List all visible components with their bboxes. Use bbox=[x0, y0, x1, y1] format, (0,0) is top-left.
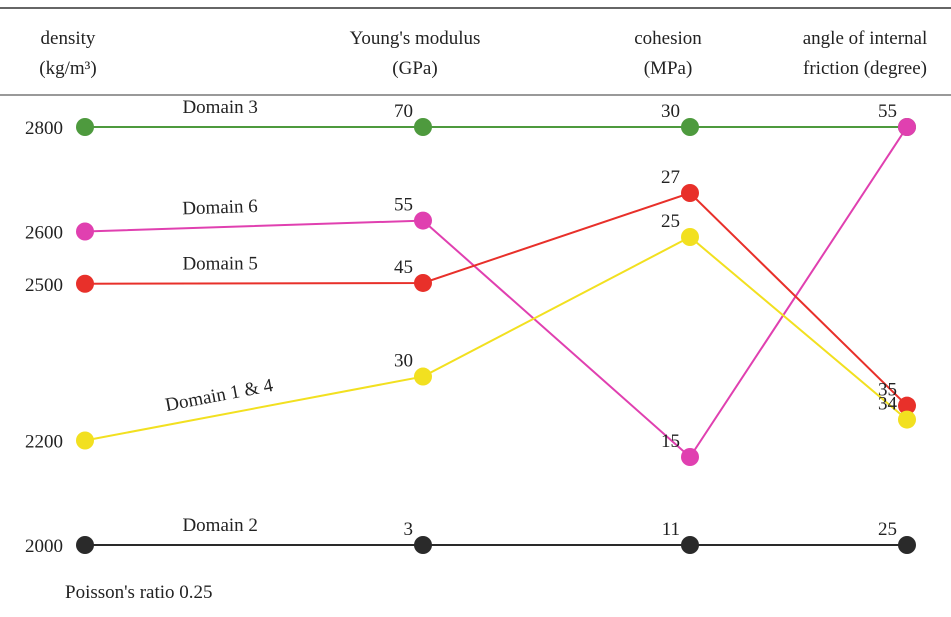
point bbox=[76, 118, 94, 136]
point bbox=[414, 536, 432, 554]
point bbox=[681, 228, 699, 246]
point bbox=[898, 396, 916, 415]
note: Poisson's ratio 0.25 bbox=[65, 582, 213, 603]
value-label: 2200 bbox=[25, 432, 63, 453]
value-label: 15 bbox=[661, 431, 680, 452]
series-line bbox=[84, 126, 908, 459]
series-name: Domain 5 bbox=[182, 253, 258, 274]
series-name: Domain 2 bbox=[182, 515, 257, 536]
value-label: 25 bbox=[878, 519, 897, 540]
value-label: 3 bbox=[404, 519, 414, 540]
series-name: Domain 1 & 4 bbox=[164, 375, 276, 416]
point bbox=[76, 274, 94, 293]
point bbox=[414, 273, 432, 292]
point bbox=[414, 118, 432, 136]
axis-label: angle of internal bbox=[803, 28, 928, 49]
value-label: 11 bbox=[662, 519, 680, 540]
value-label: 30 bbox=[394, 351, 413, 372]
value-label: 30 bbox=[661, 101, 680, 122]
value-label: 25 bbox=[661, 211, 680, 232]
series-line bbox=[84, 191, 908, 407]
axis-label: (kg/m³) bbox=[39, 58, 96, 79]
value-label: 2500 bbox=[25, 275, 63, 296]
point bbox=[414, 211, 432, 230]
value-label: 34 bbox=[878, 394, 898, 415]
axis-label: (MPa) bbox=[644, 58, 693, 79]
axis-label: (GPa) bbox=[392, 58, 437, 79]
axis-label: cohesion bbox=[634, 28, 702, 49]
value-label: 55 bbox=[394, 195, 413, 216]
axis-label: Young's modulus bbox=[350, 28, 481, 49]
value-label: 35 bbox=[878, 380, 897, 401]
point bbox=[898, 410, 916, 429]
value-label: 2600 bbox=[25, 223, 63, 244]
point bbox=[681, 448, 699, 466]
value-label: 27 bbox=[661, 167, 680, 188]
value-label: 2000 bbox=[25, 536, 63, 557]
series-name: Domain 3 bbox=[182, 97, 257, 118]
series-name: Domain 6 bbox=[182, 196, 258, 219]
point bbox=[76, 222, 94, 241]
point bbox=[898, 118, 916, 136]
point bbox=[681, 184, 699, 202]
point bbox=[681, 118, 699, 136]
series-line bbox=[84, 235, 908, 442]
value-label: 45 bbox=[394, 257, 413, 278]
axis-label: friction (degree) bbox=[803, 58, 927, 79]
value-label: 55 bbox=[878, 101, 897, 122]
point bbox=[681, 536, 699, 554]
point bbox=[414, 367, 432, 386]
axis-label: density bbox=[41, 28, 96, 49]
point bbox=[76, 536, 94, 554]
point bbox=[898, 536, 916, 554]
value-label: 2800 bbox=[25, 118, 63, 139]
value-label: 70 bbox=[394, 101, 413, 122]
point bbox=[76, 431, 94, 450]
